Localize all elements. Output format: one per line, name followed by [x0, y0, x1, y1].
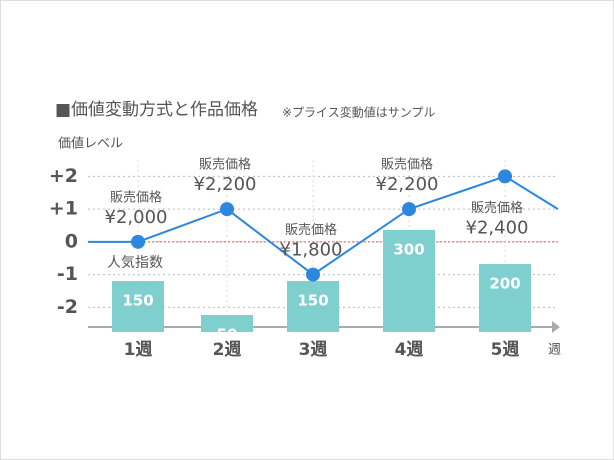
line-point	[306, 267, 320, 282]
y-tick-label: +1	[49, 198, 78, 220]
x-tick-label: 3週	[299, 340, 328, 360]
bar-value-label: 300	[393, 241, 424, 259]
annotation-price: ¥2,200	[376, 174, 439, 195]
chart-subtitle: ※プライス変動値はサンプル	[282, 105, 435, 120]
annotation-title: 販売価格	[110, 189, 162, 205]
bar-value-label: 150	[297, 292, 328, 310]
x-axis-arrow	[552, 321, 560, 333]
bar	[287, 281, 339, 332]
y-tick-label: -1	[57, 263, 78, 285]
x-axis-label: 週	[548, 343, 561, 358]
bar	[479, 264, 531, 332]
x-tick-label: 2週	[213, 340, 242, 360]
bar-value-label: 200	[489, 275, 520, 293]
x-tick-label: 4週	[395, 340, 424, 360]
annotation-title: 販売価格	[381, 157, 433, 173]
annotation-title: 販売価格	[199, 157, 251, 173]
chart-title: ■価値変動方式と作品価格	[55, 100, 258, 120]
bar	[112, 281, 164, 332]
annotation-price: ¥2,000	[105, 207, 168, 228]
annotation-title: 販売価格	[285, 222, 337, 238]
y-tick-label: 0	[65, 230, 78, 252]
line-point	[220, 202, 234, 217]
x-tick-label: 1週	[124, 340, 153, 360]
annotation-price: ¥2,200	[194, 174, 257, 195]
x-tick-label: 5週	[491, 340, 520, 360]
annotation-title: 販売価格	[471, 200, 523, 216]
bar-value-label: 50	[217, 326, 238, 344]
line-point	[131, 234, 145, 249]
line-point	[498, 169, 512, 184]
bar-value-label: 150	[122, 292, 153, 310]
y-tick-label: -2	[57, 296, 78, 318]
annotation-price: ¥2,400	[466, 217, 529, 238]
y-tick-label: +2	[49, 165, 78, 187]
bar	[383, 230, 435, 332]
line-point	[402, 202, 416, 217]
legend-label: 人気指数	[107, 255, 163, 271]
annotation-price: ¥1,800	[280, 240, 343, 261]
y-axis-label: 価値レベル	[58, 136, 123, 152]
bar	[201, 315, 253, 332]
